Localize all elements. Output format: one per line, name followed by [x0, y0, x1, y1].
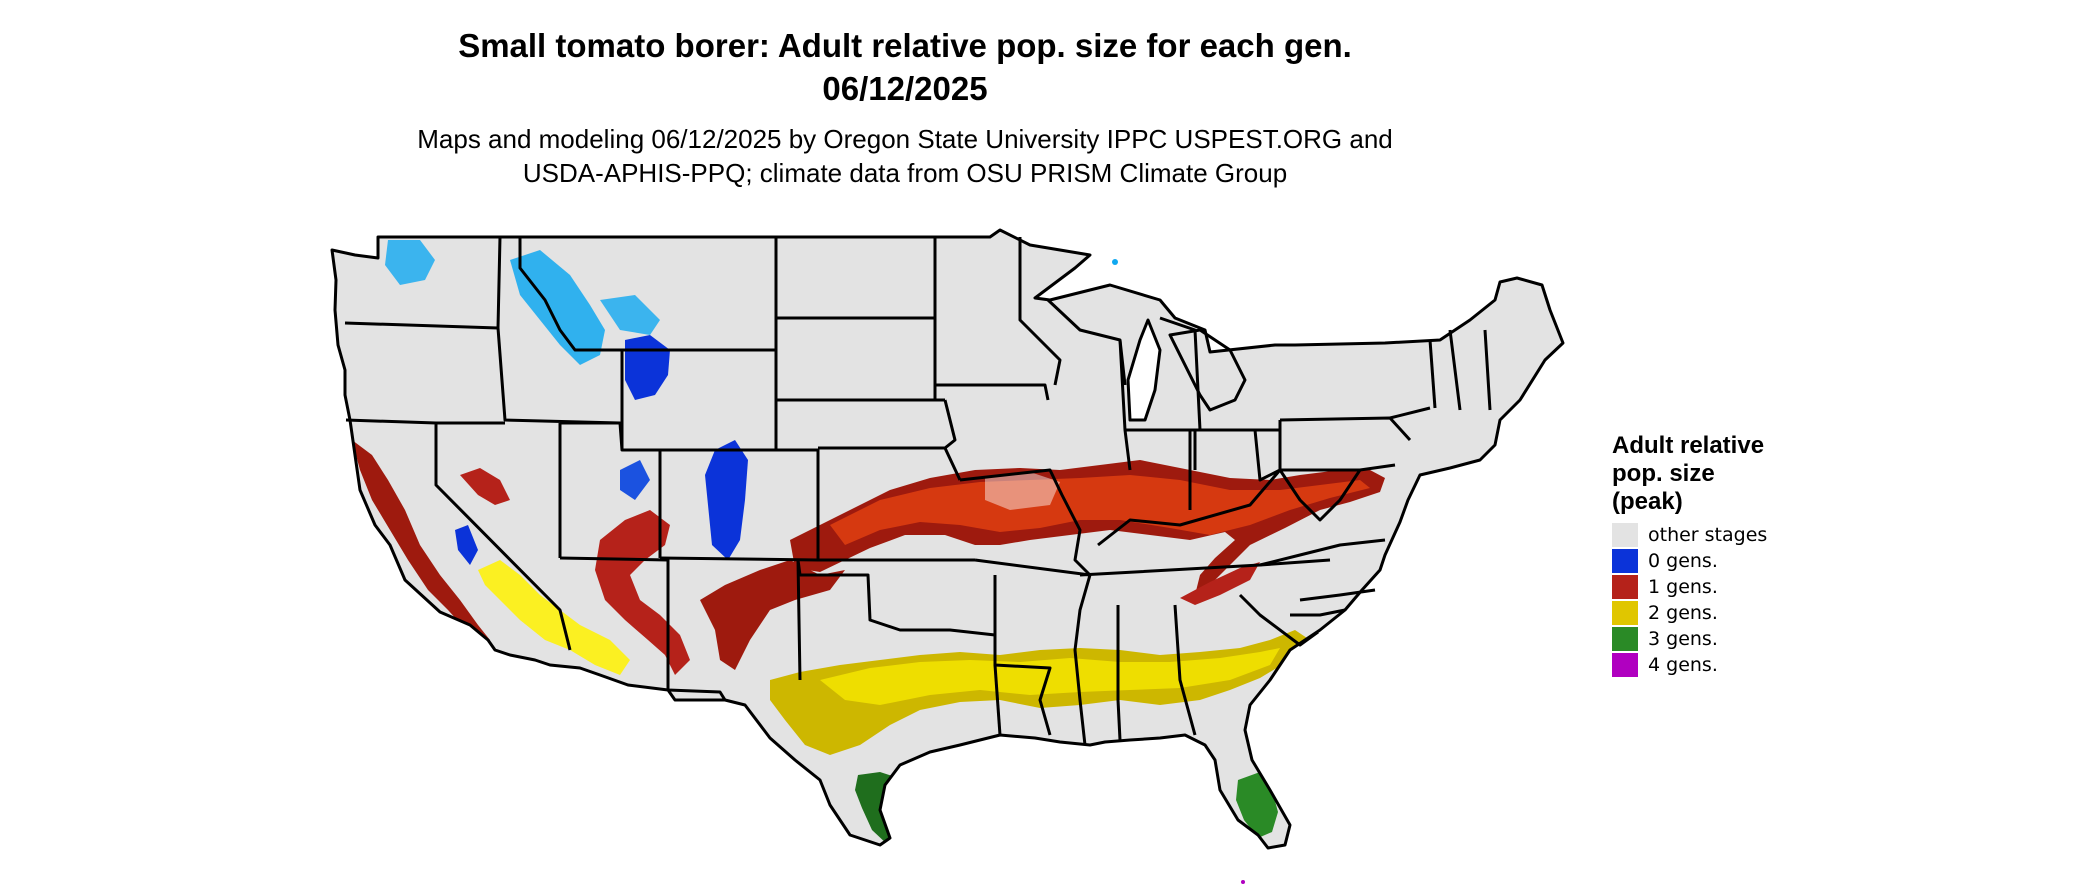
state-borders	[330, 228, 1565, 850]
gen0-montana-light	[600, 295, 660, 335]
gen1-california	[352, 440, 490, 650]
subtitle-line-2: USDA-APHIS-PPQ; climate data from OSU PR…	[522, 158, 1288, 188]
legend-swatch-gen3	[1612, 627, 1638, 651]
legend-title-line-3: (peak)	[1612, 488, 1683, 515]
gen1-utah-arizona	[595, 510, 690, 675]
legend-label-gen2: 2 gens.	[1648, 602, 1718, 624]
legend-item-gen3: 3 gens.	[1612, 626, 1767, 652]
gen1-nevada	[460, 468, 510, 505]
gen2-southwest	[478, 560, 630, 675]
legend-title-line-2: pop. size	[1612, 460, 1715, 487]
subtitle-line-1: Maps and modeling 06/12/2025 by Oregon S…	[417, 124, 1393, 154]
gen1-central-band-light	[830, 475, 1370, 545]
legend-label-gen4: 4 gens.	[1648, 654, 1718, 676]
gen0-idaho-light	[510, 250, 605, 365]
legend-item-other: other stages	[1612, 522, 1767, 548]
map-title: Small tomato borer: Adult relative pop. …	[0, 24, 1810, 110]
legend-label-other: other stages	[1648, 524, 1768, 546]
gen2-southern-band-light	[820, 648, 1280, 705]
legend-swatch-other	[1612, 523, 1638, 547]
gen1-new-mexico	[700, 560, 845, 670]
title-line-1: Small tomato borer: Adult relative pop. …	[458, 27, 1352, 64]
gen0-washington-light	[385, 240, 435, 285]
legend-swatch-gen0	[1612, 549, 1638, 573]
legend-label-gen1: 1 gens.	[1648, 576, 1718, 598]
gen0-colorado	[705, 440, 748, 560]
legend-label-gen0: 0 gens.	[1648, 550, 1718, 572]
legend-swatch-gen4	[1612, 653, 1638, 677]
map-subtitle: Maps and modeling 06/12/2025 by Oregon S…	[0, 122, 1810, 190]
legend-item-gen0: 0 gens.	[1612, 548, 1767, 574]
us-map	[330, 228, 1565, 884]
legend-item-gen4: 4 gens.	[1612, 652, 1767, 678]
legend-title-line-1: Adult relative	[1612, 432, 1765, 459]
legend-swatch-gen2	[1612, 601, 1638, 625]
legend-label-gen3: 3 gens.	[1648, 628, 1718, 650]
map-legend: Adult relative pop. size (peak) other st…	[1612, 432, 1767, 678]
speck-gen0	[1112, 259, 1118, 265]
legend-item-gen2: 2 gens.	[1612, 600, 1767, 626]
legend-item-gen1: 1 gens.	[1612, 574, 1767, 600]
gen0-utah	[620, 460, 650, 500]
gen1-tennessee	[1180, 562, 1260, 605]
gen0-sierra	[455, 525, 478, 565]
us-landmass	[332, 230, 1563, 848]
title-line-2: 06/12/2025	[822, 70, 988, 107]
speck-gen4	[1241, 880, 1245, 884]
gen1-gap-patch	[985, 472, 1060, 510]
legend-title: Adult relative pop. size (peak)	[1612, 432, 1767, 516]
gen3-florida	[1236, 772, 1278, 838]
legend-swatch-gen1	[1612, 575, 1638, 599]
